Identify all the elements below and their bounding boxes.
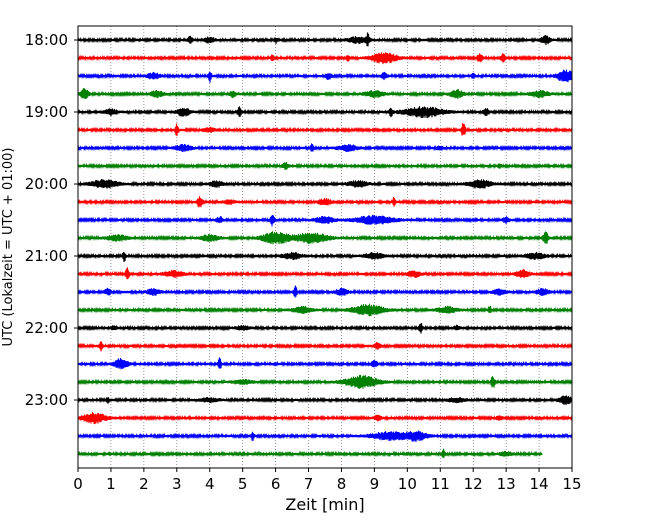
plot-area-background [78,26,572,468]
x-tick-label: 15 [562,475,581,493]
trace-1815 [77,52,573,65]
seismogram-traces [77,32,573,458]
x-tick-label: 14 [530,475,549,493]
trace-1900 [77,106,573,118]
x-tick-label: 5 [238,475,248,493]
y-tick-label: 18:00 [25,31,68,49]
trace-2100 [77,251,573,263]
x-tick-label: 8 [337,475,347,493]
trace-2330 [77,430,573,442]
y-tick-label: 23:00 [25,391,68,409]
y-axis-label: UTC (Lokalzeit = UTC + 01:00) [1,148,16,347]
x-tick-label: 2 [139,475,149,493]
y-tick-label: 20:00 [25,175,68,193]
x-axis-ticks: 0 1 2 3 4 5 6 7 8 9 10 11 12 13 14 15 [73,468,582,493]
trace-2045 [77,231,573,245]
plot-frame [77,25,573,469]
x-tick-label: 10 [398,475,417,493]
trace-2300 [77,395,573,406]
trace-2215 [77,341,573,352]
x-tick-label: 0 [73,475,83,493]
trace-2115 [77,267,573,280]
trace-2000 [77,178,573,189]
trace-2245 [77,374,573,389]
x-tick-label: 12 [464,475,483,493]
y-tick-label: 22:00 [25,319,68,337]
x-tick-label: 11 [431,475,450,493]
trace-1845 [77,88,573,99]
trace-1945 [77,162,573,170]
trace-1930 [77,143,573,152]
y-tick-label: 21:00 [25,247,68,265]
trace-2345 [77,448,543,458]
trace-2130 [77,285,573,298]
trace-2015 [77,196,573,208]
x-tick-label: 6 [271,475,281,493]
x-axis-label: Zeit [min] [285,495,364,514]
x-tick-label: 7 [304,475,314,493]
trace-2030 [77,214,573,227]
trace-2315 [77,412,573,425]
x-tick-label: 4 [205,475,215,493]
x-tick-label: 1 [106,475,116,493]
trace-2230 [77,357,573,370]
y-axis-ticks: 18:00 19:00 20:00 21:00 22:00 23:00 [25,31,78,409]
trace-1915 [77,123,573,137]
trace-2200 [77,322,573,334]
x-tick-label: 13 [497,475,516,493]
y-tick-label: 19:00 [25,103,68,121]
x-tick-label: 9 [370,475,380,493]
trace-1830 [77,69,573,83]
trace-2145 [77,303,573,317]
trace-1800 [77,32,573,47]
x-tick-label: 3 [172,475,182,493]
